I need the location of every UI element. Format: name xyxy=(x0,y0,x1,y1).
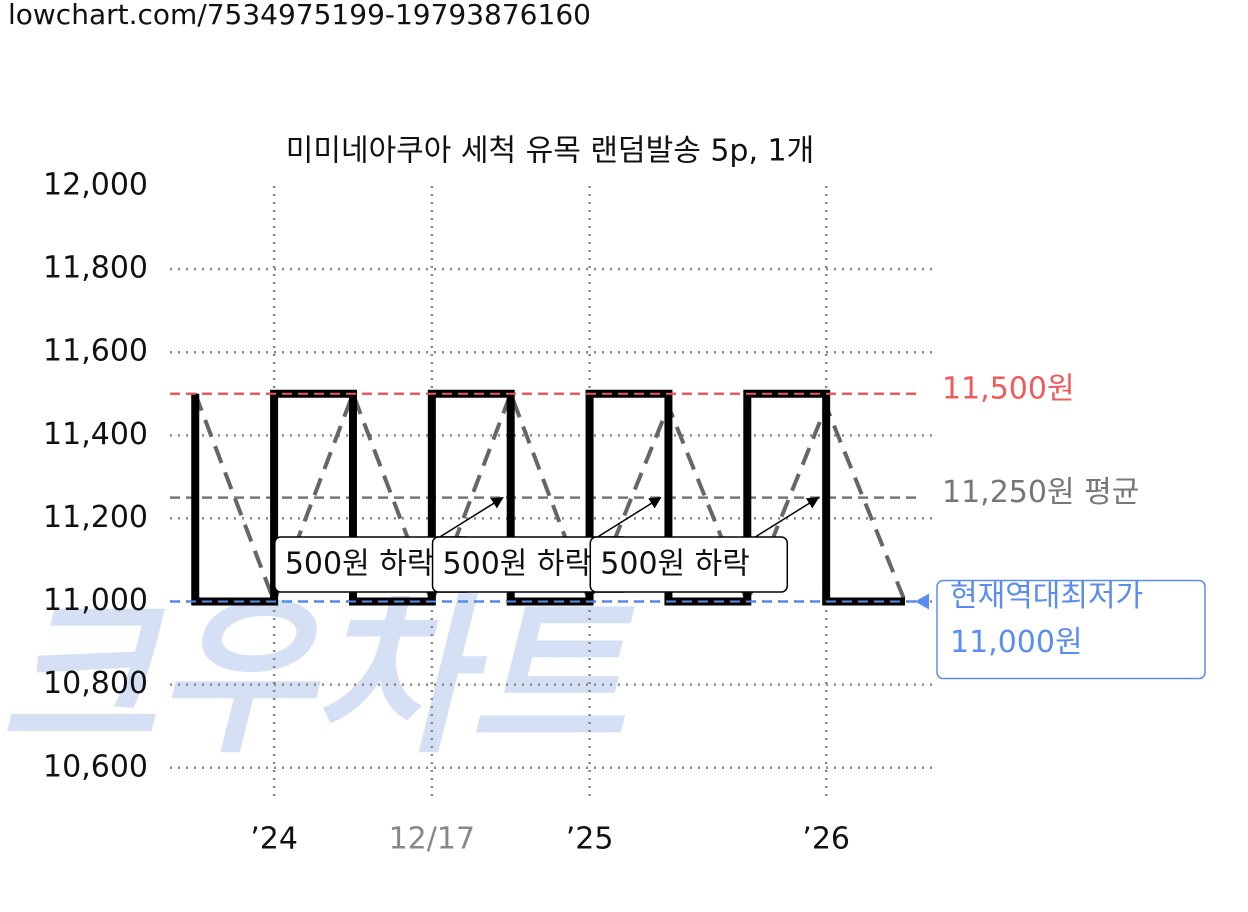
watermark: 크우차트 xyxy=(0,579,635,777)
reference-box xyxy=(936,579,1206,680)
url: lowchart.com/7534975199-19793876160 xyxy=(8,0,591,31)
y-tick-label: 10,600 xyxy=(43,749,148,784)
annotation-box xyxy=(589,536,789,593)
reference-label: 현재역대최저가 xyxy=(950,579,1143,614)
annotation: 500원 하락 xyxy=(431,497,662,593)
series-line xyxy=(193,388,907,608)
annotation-text: 500원 하락 xyxy=(285,547,435,582)
reference-pointer xyxy=(915,593,929,610)
reference-label: 11,250원 평균 xyxy=(942,475,1139,510)
y-tick-label: 12,000 xyxy=(43,168,148,203)
annotation-text: 500원 하락 xyxy=(600,547,750,582)
chart-title: 미미네아쿠아 세척 유목 랜덤발송 5p, 1개 xyxy=(286,134,814,169)
y-tick-label: 10,800 xyxy=(43,666,148,701)
y-tick-label: 11,400 xyxy=(43,417,148,452)
x-tick-label: ’26 xyxy=(802,822,850,857)
y-tick-label: 11,200 xyxy=(43,500,148,535)
annotation-text: 500원 하락 xyxy=(443,547,593,582)
y-tick-label: 11,000 xyxy=(43,583,148,618)
reference-label: 11,500원 xyxy=(942,371,1075,406)
annotation: 500원 하락 xyxy=(274,497,504,593)
reference-label: 11,000원 xyxy=(950,625,1083,660)
x-tick-label: ’25 xyxy=(566,822,614,857)
annotation-arrow xyxy=(754,497,820,538)
annotation: 500원 하락 xyxy=(589,497,820,593)
annotation-arrow xyxy=(439,497,504,538)
y-tick-label: 11,800 xyxy=(43,251,148,286)
x-tick-label: 12/17 xyxy=(389,822,475,857)
x-tick-label: ’24 xyxy=(250,822,298,857)
y-tick-label: 11,600 xyxy=(43,334,148,369)
annotation-arrow xyxy=(597,497,662,538)
